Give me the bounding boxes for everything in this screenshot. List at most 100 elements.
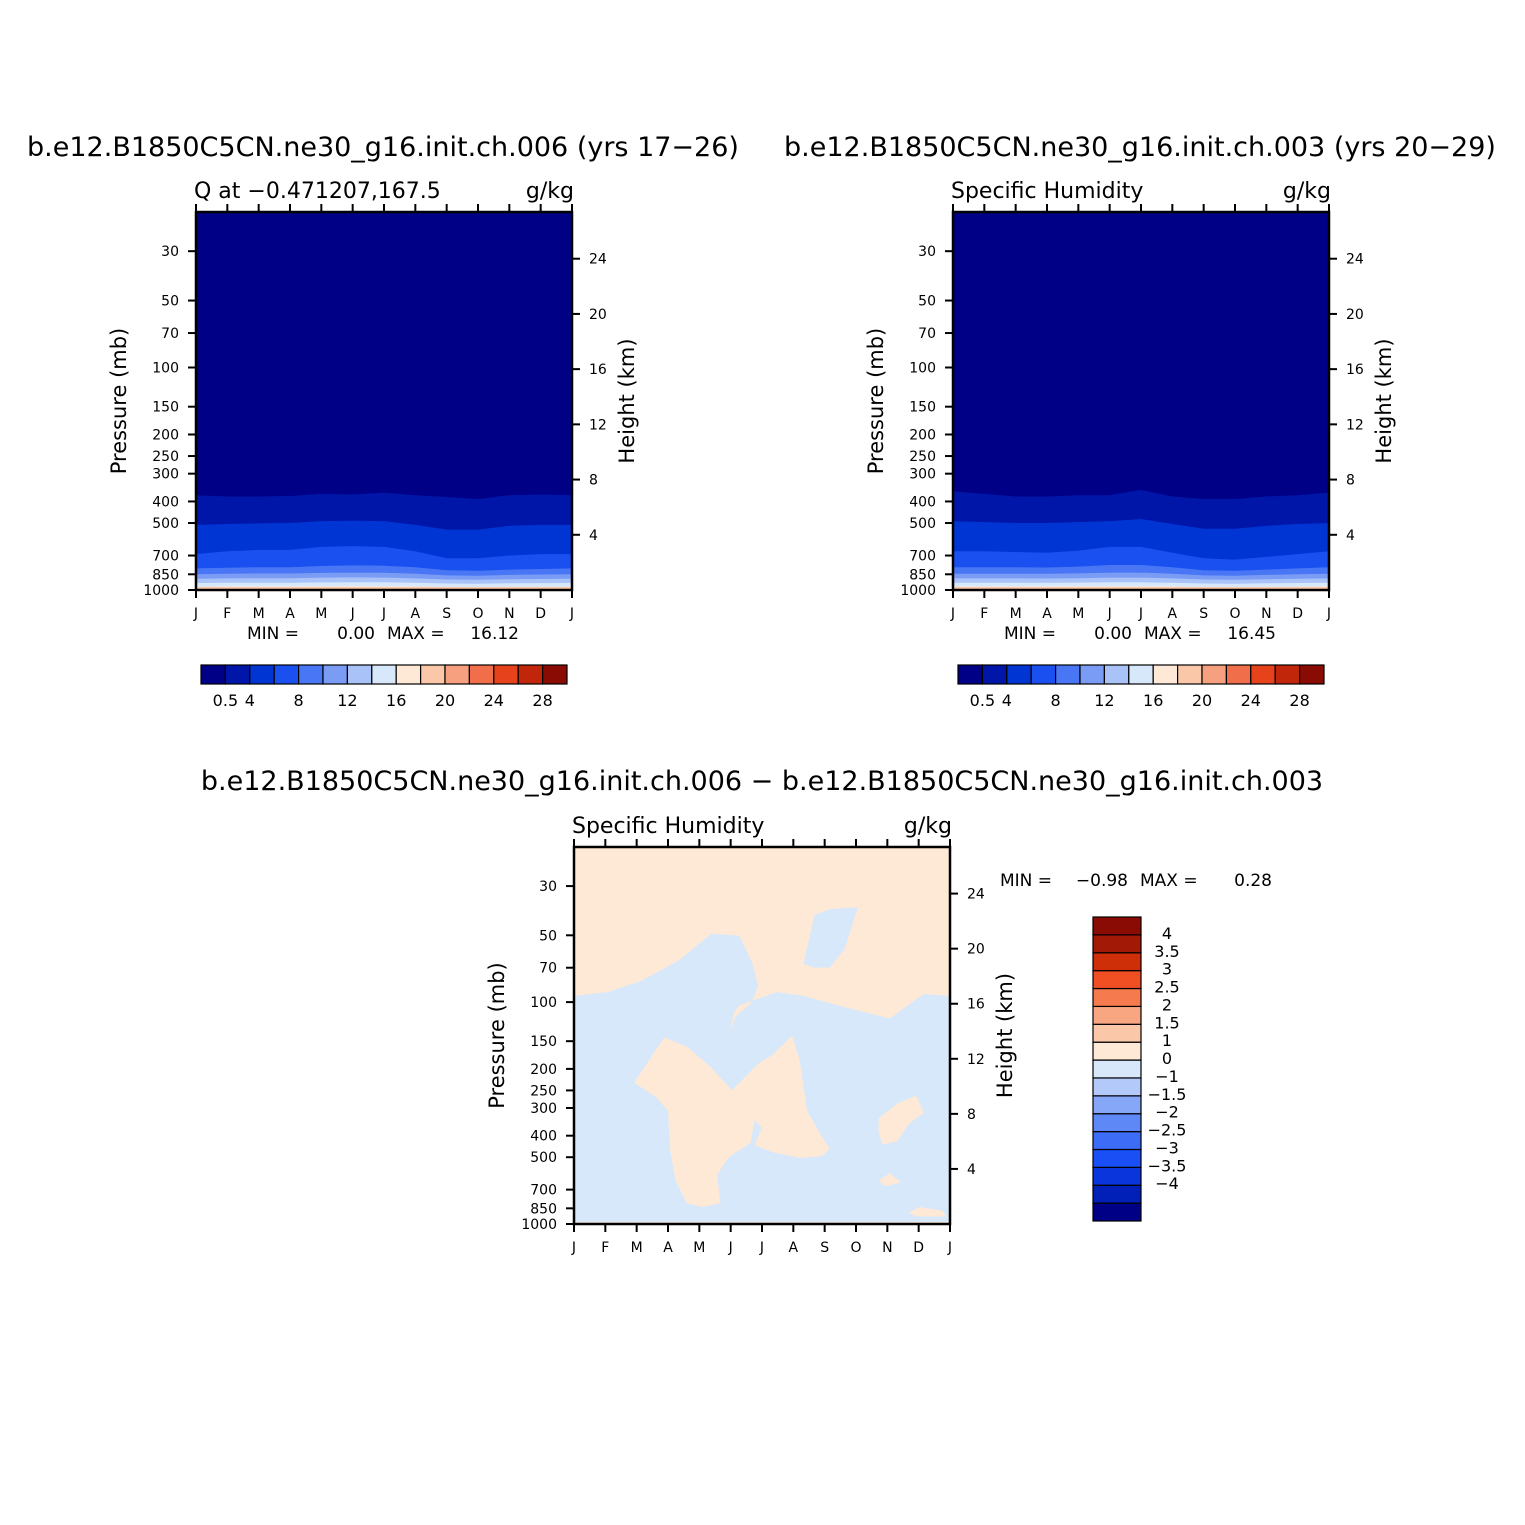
panel-units-label: g/kg	[904, 814, 952, 839]
x-tick-label: A	[663, 1240, 673, 1256]
y-tick-label: 50	[918, 294, 936, 310]
y-tick-label: 400	[152, 494, 179, 510]
max-value: 16.45	[1227, 624, 1276, 644]
positive-region	[574, 847, 950, 1032]
y-tick-label: 700	[530, 1183, 557, 1199]
min-value: 0.00	[337, 624, 375, 644]
contour-band	[196, 587, 572, 590]
panel-left-label: Specific Humidity	[951, 179, 1143, 204]
panel-difference: b.e12.B1850C5CN.ne30_g16.init.ch.006 − b…	[201, 766, 1323, 1256]
colorbar-label: 28	[532, 691, 552, 710]
colorbar-label: 8	[1051, 691, 1061, 710]
contour-fill	[196, 212, 572, 590]
colorbar-label: 24	[484, 691, 504, 710]
panel-title: b.e12.B1850C5CN.ne30_g16.init.ch.006 (yr…	[27, 132, 739, 163]
y2-axis-label: Height (km)	[615, 338, 639, 463]
x-tick-label: J	[1138, 606, 1143, 622]
y2-tick-label: 16	[1346, 362, 1364, 378]
x-tick-label: O	[472, 606, 483, 622]
y2-tick-label: 20	[967, 942, 985, 958]
y-tick-label: 100	[530, 995, 557, 1011]
contour-fill	[574, 847, 950, 1224]
colorbar-label: −3	[1155, 1138, 1179, 1157]
y-tick-label: 300	[152, 467, 179, 483]
colorbar-box	[322, 664, 348, 685]
y2-axis-label: Height (km)	[1372, 338, 1396, 463]
colorbar-box	[249, 664, 275, 685]
y-tick-label: 850	[152, 567, 179, 583]
colorbar-label: 3	[1162, 960, 1172, 979]
colorbar-box	[1092, 934, 1142, 954]
x-tick-label: M	[1072, 606, 1084, 622]
colorbar-label: −2.5	[1148, 1121, 1187, 1140]
x-tick-label: D	[1292, 606, 1303, 622]
colorbar: 0.5 4 8 12 16 20 24 28	[957, 664, 1325, 710]
x-tick-label: N	[504, 606, 514, 622]
x-tick-label: J	[728, 1240, 733, 1256]
colorbar-box	[1054, 664, 1081, 685]
y-tick-label: 700	[152, 549, 179, 565]
y2-tick-label: 8	[589, 473, 598, 489]
y-tick-label: 250	[152, 449, 179, 465]
colorbar-box	[1092, 916, 1142, 936]
colorbar-box	[420, 664, 446, 685]
x-tick-label: S	[442, 606, 451, 622]
colorbar-label: 24	[1241, 691, 1261, 710]
positive-region	[878, 1095, 924, 1145]
y2-axis-label: Height (km)	[993, 973, 1017, 1098]
y2-tick-label: 8	[967, 1107, 976, 1123]
colorbar-box	[200, 664, 226, 685]
max-label: MAX =	[1140, 871, 1198, 891]
max-label: MAX =	[387, 624, 445, 644]
x-tick-label: J	[759, 1240, 764, 1256]
y2-tick-label: 8	[1346, 473, 1355, 489]
y-tick-label: 400	[909, 494, 936, 510]
contour-fill	[953, 212, 1329, 590]
x-tick-label: F	[223, 606, 231, 622]
colorbar: 0.5 4 8 12 16 20 24 28	[200, 664, 568, 710]
colorbar-label: 0.5	[970, 691, 995, 710]
colorbar-box	[1298, 664, 1325, 685]
y-tick-label: 1000	[900, 583, 936, 599]
min-max-stats: MIN = 0.00 MAX = 16.45	[1004, 624, 1276, 644]
colorbar-box	[1092, 1095, 1142, 1115]
colorbar: 43.532.521.510−1−1.5−2−2.5−3−3.5−4	[1092, 916, 1187, 1222]
x-tick-label: M	[253, 606, 265, 622]
colorbar-box	[1092, 1041, 1142, 1061]
y2-tick-label: 12	[1346, 417, 1364, 433]
x-tick-label: A	[789, 1240, 799, 1256]
colorbar-box	[1092, 1059, 1142, 1079]
colorbar-label: 16	[1143, 691, 1163, 710]
max-value: 16.12	[470, 624, 519, 644]
colorbar-box	[1128, 664, 1154, 685]
y2-tick-label: 12	[589, 417, 607, 433]
colorbar-label: 8	[294, 691, 304, 710]
colorbar-box	[395, 664, 422, 685]
colorbar-label: −2	[1155, 1103, 1179, 1122]
axes: J F M A M J J A S O N D J 30 50 70 100 150 200 250 300 400 500…	[485, 814, 1017, 1256]
colorbar-label: 0	[1162, 1049, 1172, 1068]
x-tick-label: S	[1199, 606, 1208, 622]
colorbar-box	[1274, 664, 1301, 685]
colorbar-box	[371, 664, 397, 685]
panel-left-label: Q at −0.471207,167.5	[194, 179, 441, 204]
colorbar-label: 12	[337, 691, 357, 710]
positive-region	[908, 1207, 947, 1217]
colorbar-box	[493, 664, 519, 685]
min-value: 0.00	[1094, 624, 1132, 644]
x-tick-label: A	[1168, 606, 1178, 622]
colorbar-box	[1092, 1023, 1142, 1043]
positive-region	[634, 1035, 830, 1207]
colorbar-box	[1079, 664, 1105, 685]
x-tick-label: M	[693, 1240, 705, 1256]
x-tick-label: N	[1261, 606, 1271, 622]
y-tick-label: 250	[530, 1083, 557, 1099]
colorbar-label: −1.5	[1148, 1085, 1187, 1104]
y-tick-label: 850	[530, 1201, 557, 1217]
colorbar-label: −4	[1155, 1174, 1179, 1193]
y-tick-label: 850	[909, 567, 936, 583]
y-tick-label: 70	[918, 326, 936, 342]
colorbar-label: 12	[1094, 691, 1114, 710]
x-tick-label: O	[1229, 606, 1240, 622]
x-tick-label: F	[980, 606, 988, 622]
